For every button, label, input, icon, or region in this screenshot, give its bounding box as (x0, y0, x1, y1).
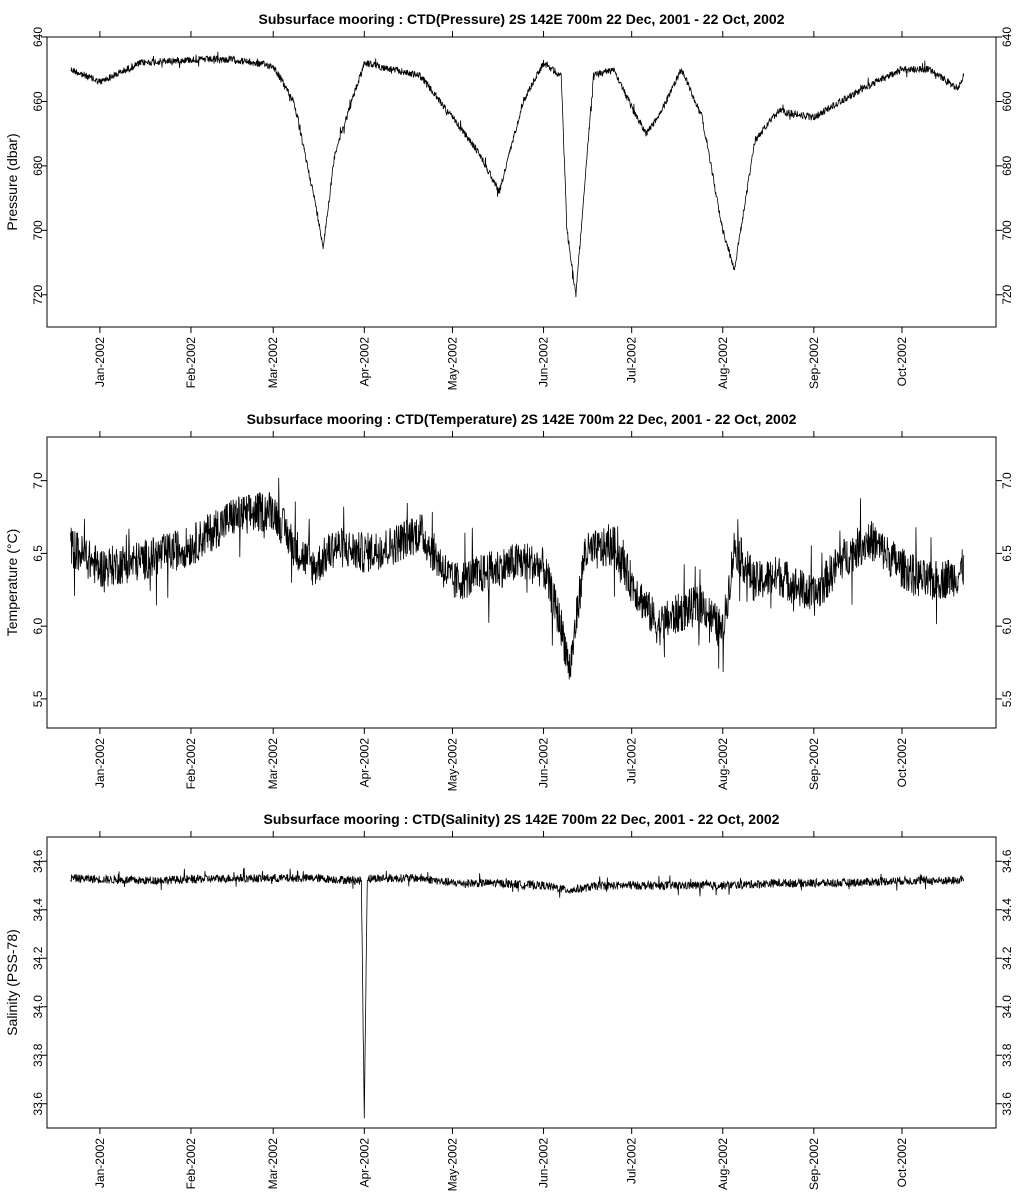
x-tick-label: Jun-2002 (537, 738, 551, 788)
x-tick-label: Apr-2002 (357, 1138, 371, 1188)
y-tick-label-left: 33.8 (31, 1043, 45, 1067)
x-tick-label: Feb-2002 (184, 1138, 198, 1190)
y-tick-label-right: 6.5 (1000, 545, 1014, 562)
y-tick-label-right: 34.4 (1000, 898, 1014, 922)
y-tick-label-right: 34.0 (1000, 995, 1014, 1019)
y-tick-label-left: 7.0 (31, 472, 45, 489)
chart-panel: Subsurface mooring : CTD(Salinity) 2S 14… (4, 811, 1014, 1191)
y-tick-label-left: 660 (31, 91, 45, 111)
x-tick-label: May-2002 (445, 1138, 459, 1192)
x-tick-label: Jun-2002 (537, 337, 551, 387)
chart-panel: Subsurface mooring : CTD(Pressure) 2S 14… (4, 11, 1014, 390)
x-tick-label: Apr-2002 (357, 738, 371, 788)
x-tick-label: Jun-2002 (537, 1138, 551, 1188)
x-tick-label: Oct-2002 (895, 337, 909, 387)
y-tick-label-left: 680 (31, 156, 45, 176)
chart-title: Subsurface mooring : CTD(Temperature) 2S… (247, 411, 797, 427)
x-tick-label: Apr-2002 (357, 337, 371, 387)
y-axis-label: Pressure (dbar) (4, 133, 20, 230)
y-tick-label-right: 33.6 (1000, 1092, 1014, 1116)
x-tick-label: Aug-2002 (716, 337, 730, 389)
chart-title: Subsurface mooring : CTD(Pressure) 2S 14… (258, 11, 784, 27)
y-tick-label-left: 6.0 (31, 617, 45, 634)
y-tick-label-right: 33.8 (1000, 1043, 1014, 1067)
plot-frame (46, 836, 997, 1129)
x-tick-label: Aug-2002 (716, 1138, 730, 1190)
x-tick-label: Aug-2002 (716, 738, 730, 790)
y-tick-label-left: 34.0 (31, 995, 45, 1019)
x-tick-label: Mar-2002 (266, 337, 280, 389)
y-tick-label-right: 720 (1000, 284, 1014, 304)
x-tick-label: Jul-2002 (625, 337, 639, 383)
x-tick-label: Jan-2002 (93, 738, 107, 788)
x-tick-label: Mar-2002 (266, 1138, 280, 1190)
x-tick-label: Oct-2002 (895, 738, 909, 788)
y-tick-label-left: 33.6 (31, 1092, 45, 1116)
x-tick-label: Sep-2002 (807, 1138, 821, 1190)
y-tick-label-right: 5.5 (1000, 690, 1014, 707)
y-tick-label-left: 720 (31, 284, 45, 304)
y-tick-label-right: 680 (1000, 156, 1014, 176)
x-tick-label: Jan-2002 (93, 1138, 107, 1188)
x-tick-label: Feb-2002 (184, 738, 198, 790)
x-tick-label: Sep-2002 (807, 738, 821, 790)
x-tick-label: Jul-2002 (625, 1138, 639, 1184)
chart-title: Subsurface mooring : CTD(Salinity) 2S 14… (264, 811, 780, 827)
y-tick-label-right: 700 (1000, 220, 1014, 240)
series-line (70, 477, 965, 680)
y-tick-label-right: 7.0 (1000, 472, 1014, 489)
y-tick-label-left: 700 (31, 220, 45, 240)
x-tick-label: May-2002 (445, 738, 459, 792)
y-tick-label-right: 34.2 (1000, 946, 1014, 970)
y-tick-label-right: 6.0 (1000, 617, 1014, 634)
x-tick-label: Jan-2002 (93, 337, 107, 387)
x-tick-label: Mar-2002 (266, 738, 280, 790)
x-tick-label: Sep-2002 (807, 337, 821, 389)
plot-frame (46, 436, 997, 729)
series-line (70, 51, 965, 298)
x-tick-label: May-2002 (445, 337, 459, 391)
y-tick-label-right: 34.6 (1000, 849, 1014, 873)
x-tick-label: Feb-2002 (184, 337, 198, 389)
y-axis-label: Salinity (PSS-78) (4, 929, 20, 1036)
y-tick-label-left: 34.6 (31, 849, 45, 873)
y-tick-label-left: 5.5 (31, 690, 45, 707)
y-axis-label: Temperature (°C) (4, 529, 20, 637)
y-tick-label-right: 640 (1000, 27, 1014, 47)
x-tick-label: Oct-2002 (895, 1138, 909, 1188)
chart-panel: Subsurface mooring : CTD(Temperature) 2S… (4, 411, 1014, 791)
y-tick-label-left: 34.2 (31, 946, 45, 970)
x-tick-label: Jul-2002 (625, 738, 639, 784)
series-line (70, 867, 965, 1119)
y-tick-label-left: 640 (31, 27, 45, 47)
plot-frame (46, 36, 997, 328)
y-tick-label-left: 34.4 (31, 898, 45, 922)
y-tick-label-right: 660 (1000, 91, 1014, 111)
y-tick-label-left: 6.5 (31, 545, 45, 562)
